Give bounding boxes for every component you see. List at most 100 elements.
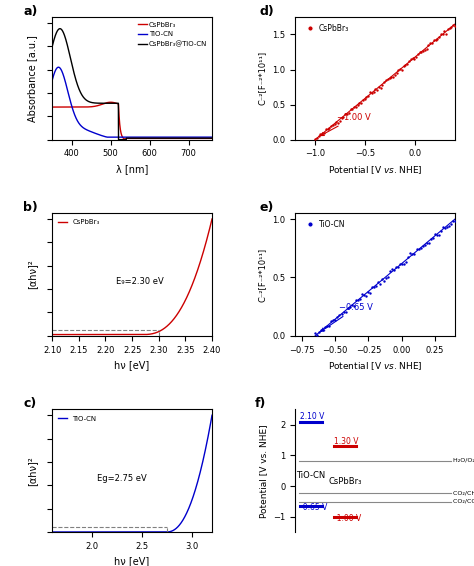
Point <box>348 301 356 310</box>
Point <box>320 128 328 137</box>
TiO-CN <box>55 64 61 71</box>
Point <box>324 321 331 330</box>
Point <box>407 55 415 64</box>
Point <box>360 291 368 300</box>
Point <box>318 325 325 335</box>
Point <box>386 267 394 276</box>
Point <box>328 316 335 325</box>
Point <box>326 124 333 133</box>
Point <box>361 95 368 104</box>
Point <box>317 129 324 138</box>
X-axis label: λ [nm]: λ [nm] <box>116 164 148 174</box>
Point <box>331 119 338 128</box>
Point <box>356 294 364 303</box>
Point <box>334 313 341 322</box>
Point <box>443 222 451 231</box>
Point <box>326 322 333 331</box>
Point <box>394 65 402 74</box>
Point <box>374 277 382 286</box>
Point <box>380 277 388 286</box>
Legend: CsPbBr₃: CsPbBr₃ <box>55 217 102 228</box>
Point <box>322 125 329 134</box>
Point <box>352 103 360 112</box>
Text: -0.65 V: -0.65 V <box>301 503 328 512</box>
Point <box>401 61 409 70</box>
Point <box>421 45 428 54</box>
Line: CsPbBr₃@TiO-CN: CsPbBr₃@TiO-CN <box>52 29 212 140</box>
Point <box>341 110 349 119</box>
Point <box>441 224 449 233</box>
X-axis label: hν [eV]: hν [eV] <box>114 360 150 370</box>
TiO-CN <box>205 134 210 140</box>
Point <box>405 57 413 66</box>
Point <box>374 85 381 94</box>
TiO-CN <box>104 134 110 140</box>
Point <box>362 291 370 300</box>
Point <box>382 76 390 85</box>
TiO-CN <box>209 134 215 140</box>
Point <box>398 65 406 74</box>
Point <box>419 241 427 250</box>
Y-axis label: C⁻²[F⁻²*10¹¹]: C⁻²[F⁻²*10¹¹] <box>258 247 267 302</box>
Text: −1.00 V: −1.00 V <box>321 113 371 136</box>
Point <box>392 263 400 272</box>
Point <box>358 290 365 299</box>
Y-axis label: Absorbance [a.u.]: Absorbance [a.u.] <box>27 35 37 122</box>
Text: 2.10 V: 2.10 V <box>301 412 325 421</box>
Point <box>437 226 445 235</box>
Point <box>344 303 351 312</box>
Point <box>352 295 359 304</box>
Point <box>421 240 428 249</box>
Point <box>448 23 456 32</box>
Point <box>419 46 427 55</box>
CsPbBr₃@TiO-CN <box>57 25 63 32</box>
CsPbBr₃ <box>175 135 181 142</box>
Point <box>446 24 454 33</box>
Point <box>451 216 459 225</box>
Point <box>329 315 337 324</box>
Point <box>365 92 372 101</box>
Point <box>338 114 346 123</box>
Point <box>368 88 375 97</box>
Point <box>311 329 319 338</box>
Point <box>437 29 445 38</box>
Point <box>447 220 455 229</box>
Point <box>321 323 329 332</box>
CsPbBr₃@TiO-CN <box>49 44 55 50</box>
Point <box>394 262 402 271</box>
Point <box>389 72 397 82</box>
CsPbBr₃ <box>123 136 129 143</box>
Line: TiO-CN: TiO-CN <box>52 67 212 137</box>
Point <box>399 260 406 269</box>
CsPbBr₃ <box>205 135 210 142</box>
Point <box>375 82 383 91</box>
Text: a): a) <box>23 5 38 18</box>
Legend: CsPbBr₃: CsPbBr₃ <box>299 21 352 36</box>
TiO-CN <box>127 134 133 140</box>
Point <box>410 54 418 63</box>
Point <box>430 36 438 45</box>
Point <box>444 24 452 33</box>
Point <box>354 295 362 305</box>
X-axis label: Potential [V $\it{vs}$. NHE]: Potential [V $\it{vs}$. NHE] <box>328 360 422 372</box>
Point <box>354 101 362 110</box>
CsPbBr₃ <box>127 135 133 142</box>
Point <box>415 245 422 254</box>
Point <box>432 35 439 44</box>
Point <box>345 109 353 118</box>
Point <box>427 234 435 243</box>
Point <box>414 50 422 59</box>
CsPbBr₃@TiO-CN <box>123 136 129 143</box>
Text: d): d) <box>260 5 275 18</box>
Text: 1.30 V: 1.30 V <box>334 437 359 446</box>
Point <box>377 83 384 92</box>
Point <box>379 81 386 90</box>
X-axis label: hν [eV]: hν [eV] <box>114 556 150 566</box>
Point <box>350 301 357 310</box>
CsPbBr₃@TiO-CN <box>205 135 210 142</box>
Text: CsPbBr₃: CsPbBr₃ <box>328 477 362 486</box>
Point <box>417 243 424 252</box>
Point <box>315 131 322 140</box>
Text: TiO-CN: TiO-CN <box>297 471 326 480</box>
Legend: TiO-CN: TiO-CN <box>299 217 348 232</box>
